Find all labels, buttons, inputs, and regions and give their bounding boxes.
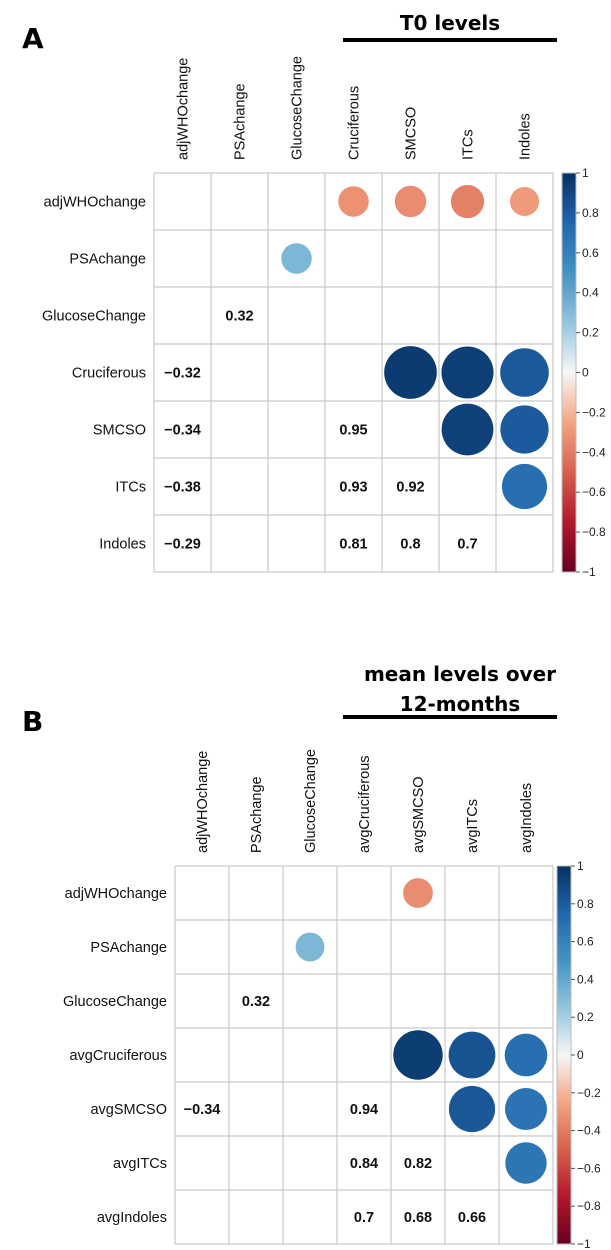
correlation-value-label: 0.95: [339, 423, 367, 439]
column-label: ITCs: [461, 129, 477, 160]
correlation-circle: [500, 405, 549, 454]
row-label: adjWHOchange: [65, 886, 167, 902]
row-label: Indoles: [99, 537, 146, 553]
colorbar-tick-label: 0: [582, 366, 589, 380]
column-label: adjWHOchange: [176, 58, 192, 160]
correlation-circle: [500, 348, 549, 397]
colorbar-tick-label: −0.4: [577, 1124, 601, 1138]
correlation-circle: [394, 185, 427, 218]
panel-letter-b: B: [22, 705, 43, 738]
correlation-circle: [441, 403, 494, 456]
colorbar-tick-label: −0.4: [582, 445, 606, 459]
colorbar-tick-label: −0.2: [582, 405, 606, 419]
colorbar-tick-label: −0.6: [582, 485, 606, 499]
colorbar-tick-label: 0.2: [577, 1010, 594, 1024]
correlation-value-label: −0.38: [164, 480, 201, 496]
column-label: PSAchange: [249, 776, 265, 853]
correlation-value-label: 0.92: [396, 480, 424, 496]
correlation-value-label: 0.93: [339, 480, 367, 496]
row-label: SMCSO: [93, 423, 146, 439]
colorbar-tick-label: −0.2: [577, 1086, 601, 1100]
correlation-circle: [504, 1033, 548, 1077]
group-bracket-label: mean levels over: [364, 662, 556, 686]
row-label: avgSMCSO: [90, 1102, 167, 1118]
column-label: SMCSO: [404, 107, 420, 160]
row-label: GlucoseChange: [42, 309, 146, 325]
correlation-circle: [338, 186, 369, 217]
column-label: avgCruciferous: [357, 755, 373, 853]
correlation-circle: [281, 243, 312, 274]
column-label: GlucoseChange: [290, 56, 306, 160]
row-label: PSAchange: [69, 252, 146, 268]
colorbar-tick-label: 0.8: [582, 206, 599, 220]
correlation-value-label: 0.32: [242, 994, 270, 1010]
column-label: avgITCs: [465, 799, 481, 853]
colorbar: [561, 172, 577, 573]
correlation-circle: [295, 932, 325, 962]
row-label: ITCs: [115, 480, 146, 496]
correlation-value-label: −0.29: [164, 537, 201, 553]
group-bracket-label: T0 levels: [400, 11, 500, 35]
correlation-value-label: −0.34: [164, 423, 201, 439]
colorbar-tick-label: 0: [577, 1048, 584, 1062]
row-label: GlucoseChange: [63, 994, 167, 1010]
row-label: avgITCs: [113, 1156, 167, 1172]
correlation-circle: [384, 346, 437, 399]
correlation-value-label: −0.32: [164, 366, 201, 382]
row-label: Cruciferous: [72, 366, 146, 382]
row-label: adjWHOchange: [44, 195, 146, 211]
column-label: Indoles: [518, 113, 534, 160]
colorbar-tick-label: 1: [582, 166, 589, 180]
matrix-background: [175, 866, 553, 1244]
correlation-circle: [448, 1085, 496, 1133]
colorbar-tick-label: 1: [577, 859, 584, 873]
colorbar-tick-label: 0.2: [582, 326, 599, 340]
colorbar-tick-label: −0.8: [577, 1199, 601, 1213]
correlation-value-label: 0.32: [225, 309, 253, 325]
panel-letter-a: A: [22, 22, 44, 55]
row-label: avgCruciferous: [69, 1048, 167, 1064]
correlation-circle: [441, 346, 494, 399]
column-label: adjWHOchange: [195, 751, 211, 853]
colorbar-tick-label: 0.6: [582, 246, 599, 260]
column-label: avgIndoles: [519, 783, 535, 853]
column-label: GlucoseChange: [303, 749, 319, 853]
correlation-value-label: 0.94: [350, 1102, 378, 1118]
correlation-circle: [450, 184, 485, 219]
correlation-value-label: 0.81: [339, 537, 367, 553]
correlation-value-label: 0.82: [404, 1156, 432, 1172]
group-bracket-label: 12-months: [400, 692, 521, 716]
correlation-value-label: 0.68: [404, 1210, 432, 1226]
correlation-value-label: 0.84: [350, 1156, 378, 1172]
column-label: Cruciferous: [347, 86, 363, 160]
correlation-value-label: −0.34: [184, 1102, 221, 1118]
correlation-circle: [505, 1142, 547, 1184]
correlation-circle: [403, 878, 433, 908]
column-label: avgSMCSO: [411, 776, 427, 853]
correlation-value-label: 0.8: [400, 537, 420, 553]
colorbar-tick-label: 0.4: [577, 972, 594, 986]
colorbar-tick-label: −1: [577, 1237, 591, 1250]
correlation-circle: [501, 463, 548, 510]
colorbar: [556, 865, 572, 1245]
correlation-circle: [504, 1087, 548, 1131]
row-label: avgIndoles: [97, 1210, 167, 1226]
correlation-circle: [448, 1031, 496, 1079]
correlation-circle: [393, 1030, 443, 1080]
correlation-value-label: 0.7: [457, 537, 477, 553]
colorbar-tick-label: 0.4: [582, 286, 599, 300]
panel-a-correlogram: A T0 levels 0.32 −0.32 −0.34 0.95 −0.38 0.93 0.9…: [22, 11, 606, 579]
column-label: PSAchange: [233, 83, 249, 160]
row-label: PSAchange: [90, 940, 167, 956]
colorbar-tick-label: −0.6: [577, 1161, 601, 1175]
colorbar-tick-label: −0.8: [582, 525, 606, 539]
colorbar-tick-label: 0.6: [577, 935, 594, 949]
correlation-value-label: 0.66: [458, 1210, 486, 1226]
colorbar-tick-label: −1: [582, 565, 596, 579]
colorbar-tick-label: 0.8: [577, 897, 594, 911]
correlation-circle: [509, 186, 540, 217]
correlation-value-label: 0.7: [354, 1210, 374, 1226]
